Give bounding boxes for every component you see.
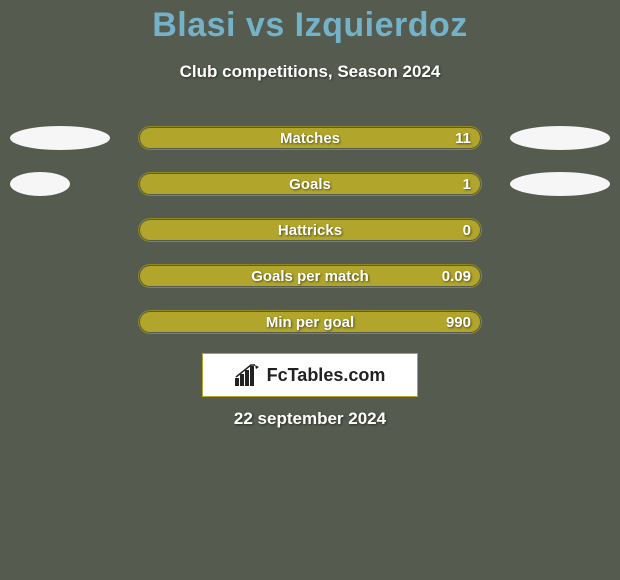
stat-label: Hattricks	[139, 222, 481, 239]
stat-value: 1	[463, 176, 471, 193]
stat-label: Goals	[139, 176, 481, 193]
bar-chart-icon	[235, 364, 261, 386]
stat-row: Goals1	[0, 172, 620, 196]
stat-bar: Min per goal990	[138, 310, 482, 334]
brand-badge[interactable]: FcTables.com	[202, 353, 418, 397]
brand-text: FcTables.com	[267, 365, 386, 386]
date-text: 22 september 2024	[0, 409, 620, 429]
subtitle: Club competitions, Season 2024	[0, 62, 620, 82]
stats-comparison-card: Blasi vs Izquierdoz Club competitions, S…	[0, 0, 620, 580]
stat-value: 11	[455, 130, 471, 147]
right-ellipse	[510, 126, 610, 150]
stat-row: Hattricks0	[0, 218, 620, 242]
left-ellipse	[10, 172, 70, 196]
right-ellipse	[510, 172, 610, 196]
stat-label: Min per goal	[139, 314, 481, 331]
stat-bar: Goals per match0.09	[138, 264, 482, 288]
stat-row: Min per goal990	[0, 310, 620, 334]
stat-value: 990	[446, 314, 471, 331]
page-title: Blasi vs Izquierdoz	[0, 6, 620, 45]
stat-bar: Goals1	[138, 172, 482, 196]
stat-bar: Matches11	[138, 126, 482, 150]
stat-label: Goals per match	[139, 268, 481, 285]
left-ellipse	[10, 126, 110, 150]
stat-bar: Hattricks0	[138, 218, 482, 242]
stat-row: Goals per match0.09	[0, 264, 620, 288]
stat-row: Matches11	[0, 126, 620, 150]
stat-value: 0.09	[442, 268, 471, 285]
stat-value: 0	[463, 222, 471, 239]
stat-label: Matches	[139, 130, 481, 147]
